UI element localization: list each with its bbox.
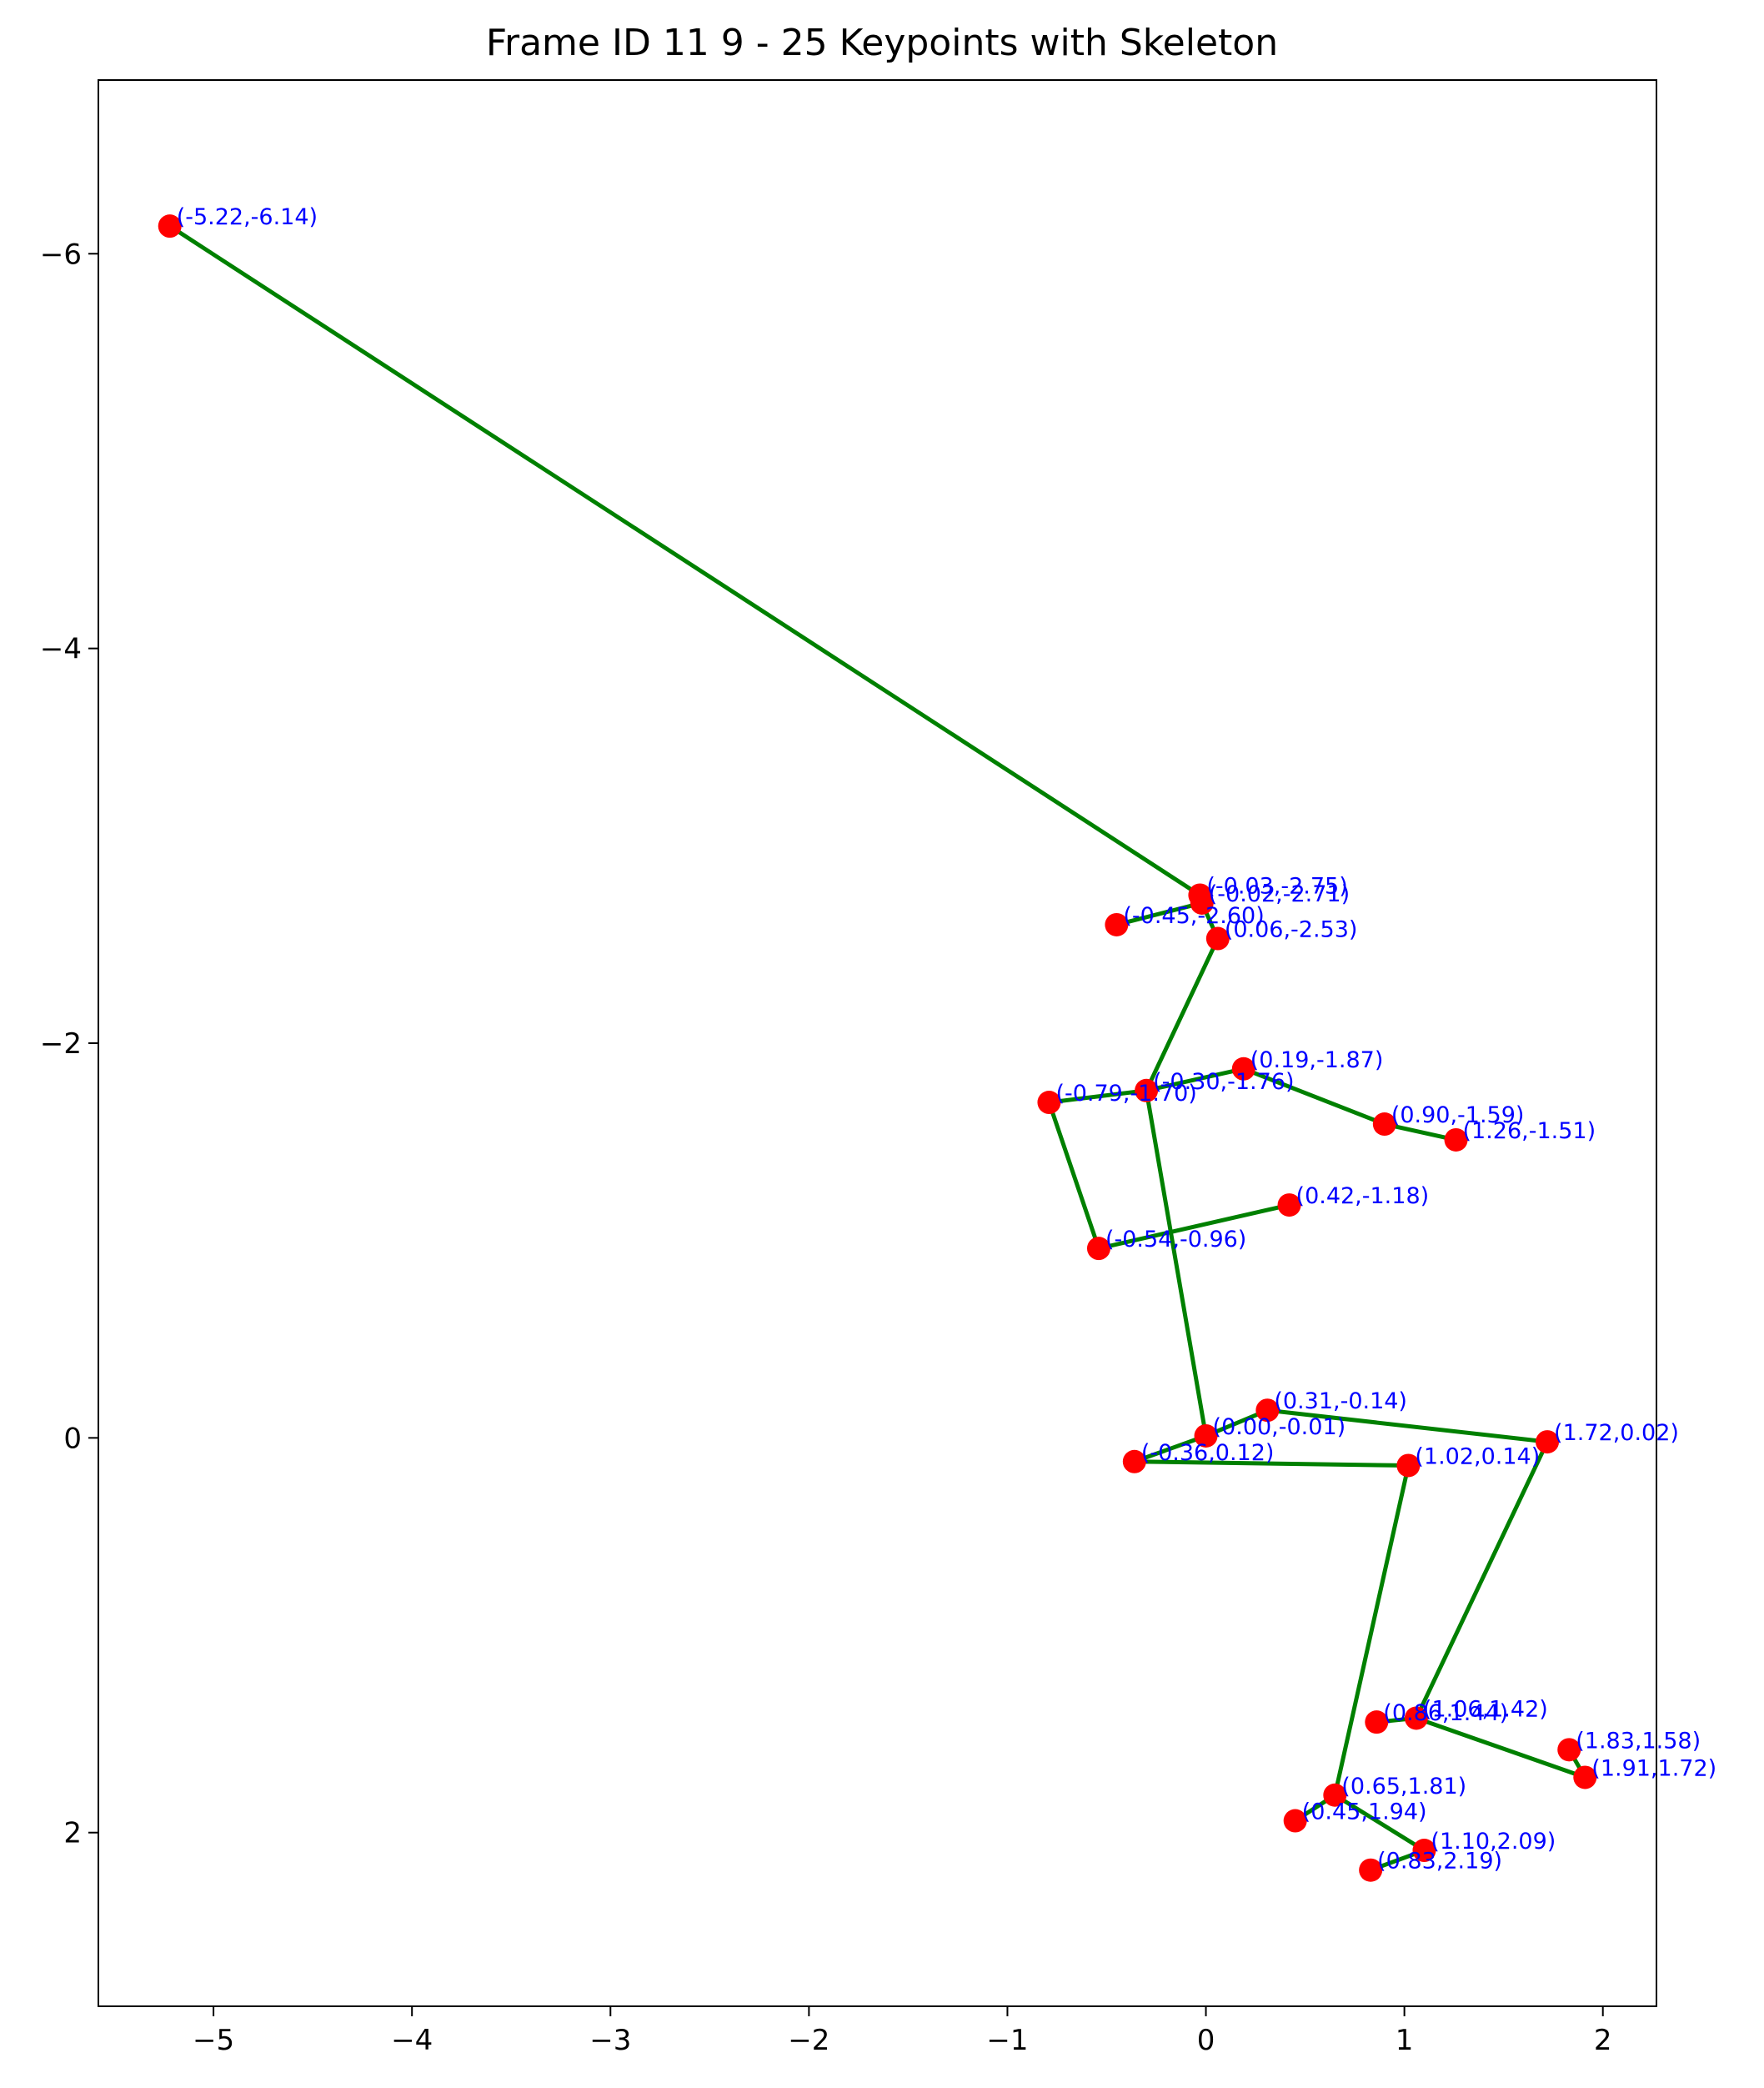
keypoint-14 — [1536, 1430, 1560, 1454]
keypoint-labels: (-5.22,-6.14)(-0.03,-2.75)(-0.02,-2.71)(… — [177, 204, 1716, 1875]
x-axis: −5 −4 −3 −2 −1 0 1 2 — [193, 2006, 1612, 2057]
x-tick-label: −1 — [986, 2024, 1028, 2057]
keypoint-label-5: (0.19,-1.87) — [1250, 1047, 1384, 1073]
keypoint-label-21: (0.65,1.81) — [1341, 1774, 1466, 1799]
skeleton-edge-20 — [1332, 1463, 1411, 1798]
x-tick-label: 2 — [1594, 2024, 1612, 2057]
skeleton-lines — [167, 223, 1588, 1873]
skeleton-edge-10 — [1095, 1202, 1292, 1252]
keypoint-label-7: (-0.79,-1.70) — [1055, 1081, 1196, 1107]
keypoint-17 — [1365, 1710, 1389, 1734]
keypoint-10 — [1277, 1193, 1301, 1217]
keypoint-label-24: (0.83,2.19) — [1377, 1849, 1502, 1875]
keypoint-16 — [1396, 1453, 1421, 1478]
keypoint-13 — [1194, 1423, 1218, 1448]
keypoint-label-23: (1.10,2.09) — [1431, 1829, 1556, 1855]
keypoint-label-11: (-0.54,-0.96) — [1105, 1227, 1246, 1252]
keypoint-15 — [1122, 1449, 1146, 1473]
skeleton-edge-22 — [1331, 1792, 1427, 1854]
keypoint-label-1: (-0.03,-2.75) — [1206, 873, 1347, 899]
y-tick-label: 2 — [63, 1817, 82, 1850]
keypoint-4 — [1205, 926, 1230, 951]
skeleton-edge-6 — [1240, 1066, 1388, 1127]
keypoint-7 — [1037, 1091, 1061, 1115]
keypoint-11 — [1086, 1237, 1110, 1261]
skeleton-edge-14 — [1131, 1433, 1209, 1464]
keypoint-6 — [1135, 1078, 1159, 1102]
chart-title: Frame ID 11 9 - 25 Keypoints with Skelet… — [486, 22, 1278, 64]
skeleton-edge-0 — [167, 223, 1203, 898]
keypoint-5 — [1231, 1057, 1255, 1081]
keypoint-label-0: (-5.22,-6.14) — [177, 204, 318, 230]
y-tick-label: −4 — [40, 633, 82, 666]
y-tick-label: −6 — [40, 238, 82, 271]
keypoint-24 — [1359, 1858, 1383, 1882]
keypoint-label-22: (0.45,1.94) — [1302, 1799, 1427, 1825]
keypoint-label-8: (0.90,-1.59) — [1391, 1102, 1525, 1128]
skeleton-edge-13 — [1265, 1408, 1550, 1444]
keypoint-12 — [1255, 1398, 1280, 1423]
keypoint-9 — [1444, 1127, 1468, 1152]
keypoint-label-4: (0.06,-2.53) — [1225, 917, 1358, 943]
skeleton-edge-18 — [1413, 1715, 1588, 1780]
skeleton-edge-8 — [1046, 1088, 1149, 1105]
y-tick-label: 0 — [63, 1422, 82, 1455]
x-tick-label: −5 — [193, 2024, 234, 2057]
keypoint-label-15: (-0.36,0.12) — [1141, 1440, 1275, 1466]
keypoint-23 — [1412, 1839, 1436, 1863]
x-tick-label: 1 — [1396, 2024, 1414, 2057]
keypoint-21 — [1323, 1783, 1347, 1807]
skeleton-edge-9 — [1046, 1099, 1102, 1252]
skeleton-edge-2 — [1114, 900, 1205, 928]
keypoint-3 — [1105, 912, 1129, 936]
x-tick-label: 0 — [1197, 2024, 1215, 2057]
keypoint-label-17: (0.86,1.44) — [1383, 1700, 1508, 1726]
skeleton-edge-5 — [1144, 1066, 1246, 1093]
x-tick-label: −2 — [788, 2024, 829, 2057]
skeleton-edge-16 — [1413, 1438, 1551, 1721]
skeleton-edge-11 — [1144, 1087, 1209, 1438]
y-tick-label: −2 — [40, 1027, 82, 1061]
keypoint-label-12: (0.31,-0.14) — [1274, 1388, 1407, 1414]
x-tick-label: −4 — [391, 2024, 433, 2057]
keypoint-label-18: (1.06,1.42) — [1423, 1696, 1548, 1722]
keypoint-label-16: (1.02,0.14) — [1415, 1443, 1540, 1469]
keypoint-label-14: (1.72,0.02) — [1554, 1420, 1679, 1446]
x-tick-label: −3 — [589, 2024, 631, 2057]
keypoint-18 — [1404, 1706, 1428, 1730]
keypoint-22 — [1283, 1809, 1307, 1833]
skeleton-edge-7 — [1381, 1122, 1459, 1142]
skeleton-edge-15 — [1132, 1459, 1411, 1468]
keypoint-20 — [1573, 1765, 1597, 1789]
keypoint-label-13: (0.00,-0.01) — [1213, 1414, 1346, 1440]
keypoint-19 — [1557, 1738, 1581, 1762]
keypoint-label-9: (1.26,-1.51) — [1463, 1118, 1596, 1144]
keypoint-label-2: (-0.02,-2.71) — [1209, 881, 1350, 907]
y-axis: −6 −4 −2 0 2 — [40, 238, 98, 1850]
keypoint-0 — [158, 214, 182, 238]
keypoint-label-10: (0.42,-1.18) — [1296, 1183, 1430, 1209]
keypoint-markers — [158, 214, 1597, 1882]
keypoint-label-19: (1.83,1.58) — [1576, 1728, 1701, 1754]
keypoint-label-3: (-0.45,-2.60) — [1123, 903, 1264, 929]
keypoint-label-20: (1.91,1.72) — [1591, 1755, 1716, 1781]
keypoint-8 — [1372, 1112, 1396, 1137]
keypoint-label-6: (-0.30,-1.76) — [1153, 1069, 1294, 1095]
keypoint-2 — [1190, 891, 1214, 915]
skeleton-edge-4 — [1143, 936, 1221, 1094]
